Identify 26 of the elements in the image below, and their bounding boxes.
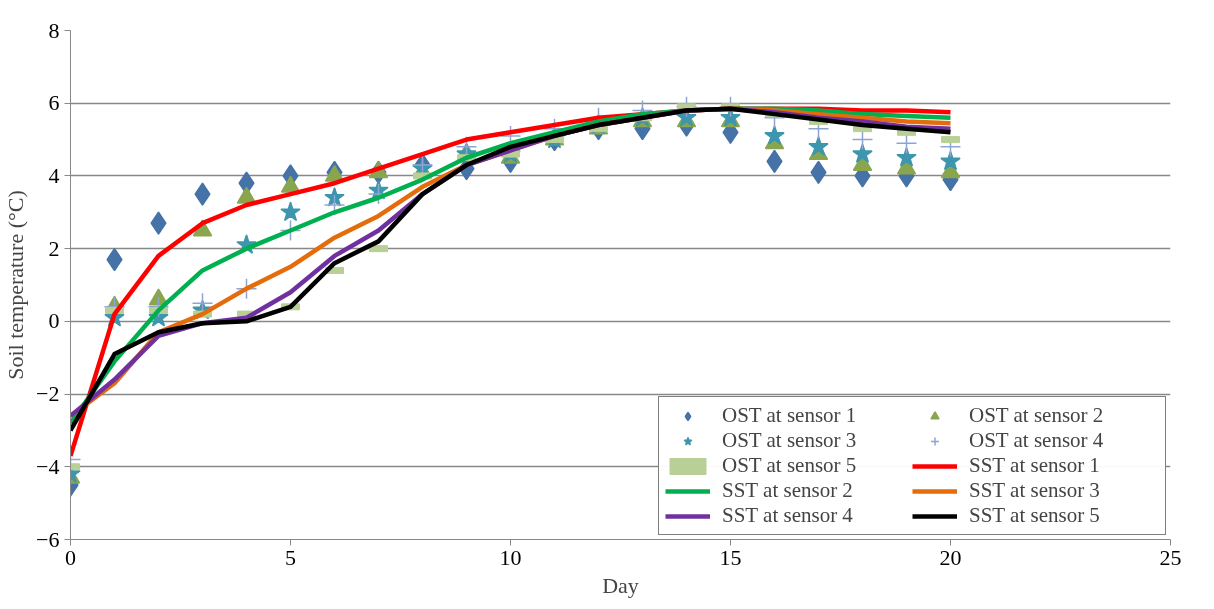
- x-tick-label: 20: [939, 544, 962, 570]
- x-tick-label: 5: [285, 544, 296, 570]
- legend-label: OST at sensor 5: [722, 453, 858, 478]
- legend-label: SST at sensor 3: [969, 478, 1101, 503]
- y-tick-label: 6: [48, 90, 60, 116]
- legend-label: OST at sensor 3: [722, 428, 858, 453]
- x-axis-title: Day: [602, 572, 639, 598]
- y-tick-label: 0: [48, 308, 60, 334]
- legend-label: SST at sensor 2: [722, 478, 854, 503]
- y-axis-title: Soil temperature (°C): [3, 190, 29, 380]
- x-tick-label: 10: [499, 544, 522, 570]
- legend-label: OST at sensor 1: [722, 403, 858, 428]
- legend-label: SST at sensor 1: [969, 453, 1101, 478]
- x-tick-label: 25: [1159, 544, 1182, 570]
- legend-label: SST at sensor 5: [969, 503, 1101, 528]
- legend-label: OST at sensor 2: [969, 403, 1105, 428]
- y-tick-label: −4: [36, 453, 60, 479]
- legend-label: OST at sensor 4: [969, 428, 1105, 453]
- y-tick-label: −6: [36, 526, 60, 552]
- legend-label: SST at sensor 4: [722, 503, 854, 528]
- x-tick-label: 0: [65, 544, 76, 570]
- y-tick-label: 4: [48, 162, 60, 188]
- x-tick-label: 15: [719, 544, 742, 570]
- y-tick-label: 2: [48, 235, 60, 261]
- y-tick-label: −2: [36, 381, 60, 407]
- y-tick-label: 8: [48, 17, 60, 43]
